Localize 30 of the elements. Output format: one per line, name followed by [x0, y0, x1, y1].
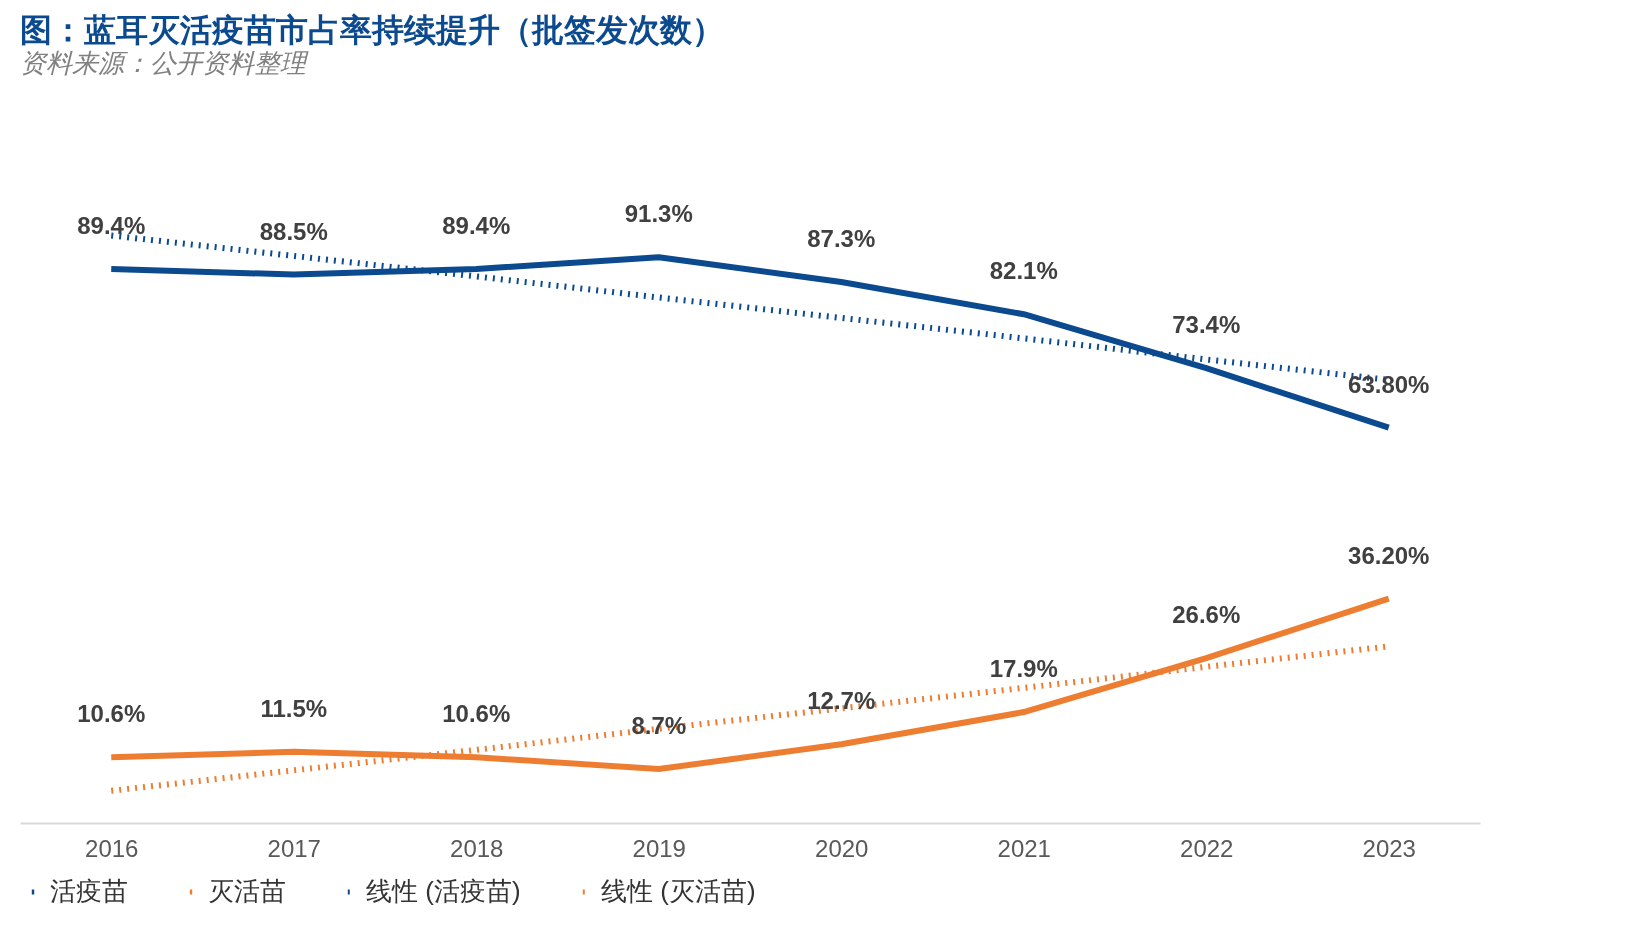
legend-label: 活疫苗 — [50, 876, 128, 906]
data-label: 87.3% — [807, 224, 876, 252]
data-label: 89.4% — [442, 211, 511, 239]
legend-label: 灭活苗 — [208, 876, 286, 906]
data-label: 10.6% — [77, 700, 146, 728]
x-tick-label: 2017 — [267, 834, 321, 862]
data-label: 82.1% — [989, 257, 1058, 285]
data-label: 89.4% — [77, 211, 146, 239]
x-tick-label: 2018 — [450, 834, 504, 862]
data-label: 10.6% — [442, 700, 511, 728]
data-label: 88.5% — [259, 217, 328, 245]
data-label: 73.4% — [1172, 311, 1241, 339]
legend-label: 线性 (活疫苗) — [366, 876, 521, 906]
data-label: 11.5% — [260, 694, 328, 722]
data-label: 17.9% — [989, 655, 1058, 683]
data-label: 26.6% — [1172, 601, 1241, 629]
text: 资料来源：公开资料整理 — [20, 48, 309, 78]
data-label: 36.20% — [1348, 541, 1430, 569]
data-label: 8.7% — [631, 712, 687, 740]
chart-title: 图：蓝耳灭活疫苗市占率持续提升（批签发次数） — [20, 12, 724, 48]
data-label: 12.7% — [807, 687, 876, 715]
x-tick-label: 2019 — [632, 834, 686, 862]
x-tick-label: 2023 — [1362, 834, 1416, 862]
x-tick-label: 2016 — [85, 834, 139, 862]
x-tick-label: 2022 — [1180, 834, 1234, 862]
legend-label: 线性 (灭活苗) — [601, 876, 756, 906]
x-tick-label: 2020 — [815, 834, 869, 862]
x-tick-label: 2021 — [997, 834, 1051, 862]
data-label: 63.80% — [1348, 370, 1430, 398]
data-label: 91.3% — [624, 200, 693, 228]
